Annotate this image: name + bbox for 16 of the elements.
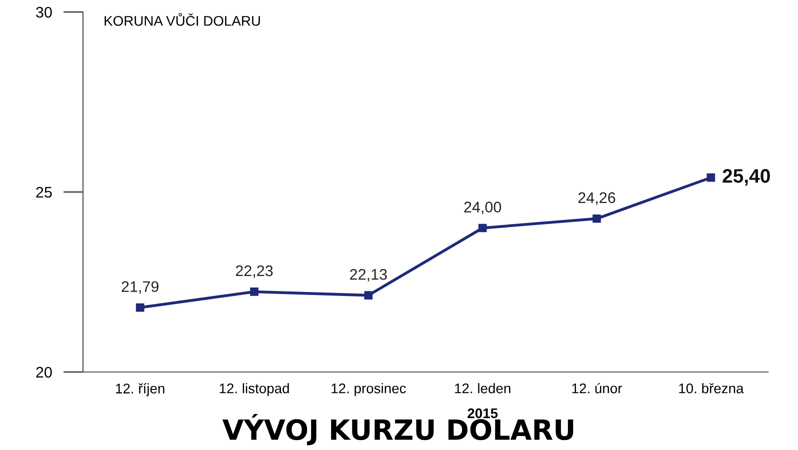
data-label: 21,79 [122, 281, 158, 294]
data-label: 24,00 [464, 202, 502, 214]
x-tick-label: 10. března [679, 383, 744, 394]
y-tick-label: 30 [36, 6, 52, 18]
data-label: 24,26 [578, 192, 616, 205]
x-tick-label: 12. únor [572, 382, 622, 394]
data-label: 22,13 [350, 268, 387, 282]
x-tick-label: 12. listopad [220, 383, 289, 396]
y-tick-label: 25 [36, 186, 52, 198]
y-tick-label: 20 [36, 366, 52, 378]
x-tick-label: 12. prosinec [332, 383, 406, 396]
x-tick-label: 12. leden [455, 383, 510, 394]
data-label: 25,40 [722, 169, 770, 186]
data-label: 22,23 [236, 265, 273, 278]
y-axis-title: KORUNA VŮČI DOLARU [104, 13, 260, 26]
x-tick-label: 12. říjen [116, 383, 164, 396]
